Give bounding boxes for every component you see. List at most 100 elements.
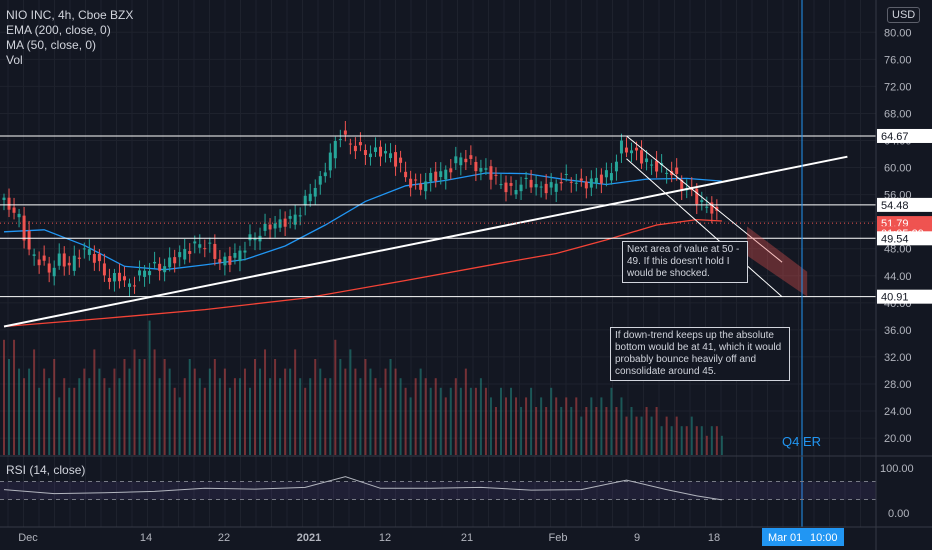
channel-lower-line <box>626 158 783 298</box>
volume-bar <box>213 359 216 455</box>
candle <box>57 243 61 270</box>
candle-body <box>504 182 508 193</box>
symbol-title[interactable]: NIO INC, 4h, Cboe BZX <box>6 8 134 22</box>
volume-bar <box>399 378 402 455</box>
ma-legend[interactable]: MA (50, close, 0) <box>6 38 97 52</box>
candle <box>499 173 503 189</box>
price-label-horizontal-line: 64.67 <box>877 128 932 143</box>
volume-bar <box>530 387 533 455</box>
candle-body <box>153 261 157 264</box>
candle-body <box>484 168 488 170</box>
candle-body <box>218 259 222 263</box>
channel-upper-line <box>626 135 783 263</box>
volume-bar <box>525 397 528 455</box>
ema-legend[interactable]: EMA (200, close, 0) <box>6 23 111 37</box>
volume-bar <box>499 387 502 455</box>
currency-button[interactable]: USD <box>887 7 921 23</box>
candle-body <box>645 158 649 163</box>
volume-bar <box>419 368 422 455</box>
volume-bar <box>590 397 593 455</box>
candle-body <box>384 151 388 154</box>
annotation-note-value[interactable]: Next area of value at 50 - 49. If this d… <box>622 241 748 283</box>
candle-body <box>549 182 553 188</box>
price-tick-label: 72.00 <box>884 81 912 93</box>
volume-bar <box>123 359 126 455</box>
candle <box>183 238 187 265</box>
candle <box>604 162 608 187</box>
volume-bar <box>63 378 66 455</box>
candle <box>333 136 337 169</box>
candle <box>188 243 192 263</box>
volume-bar <box>700 426 703 455</box>
volume-bar <box>454 378 457 455</box>
candle <box>539 181 543 198</box>
candle-body <box>524 177 528 179</box>
volume-bar <box>248 387 251 455</box>
candle <box>208 237 212 253</box>
price-tick-label: 68.00 <box>884 108 912 120</box>
candle <box>243 241 247 261</box>
candle <box>645 150 649 171</box>
candle <box>579 168 583 187</box>
volume-bar <box>133 349 136 455</box>
volume-bar <box>324 378 327 455</box>
volume-bar <box>168 368 171 455</box>
price-label-box <box>877 289 932 304</box>
rsi-tick-label: 100.00 <box>880 463 914 475</box>
volume-bar <box>575 397 578 455</box>
candle <box>168 247 172 272</box>
volume-bar <box>479 378 482 455</box>
candle-body <box>333 140 337 159</box>
candle-body <box>248 234 252 241</box>
volume-bar <box>193 368 196 455</box>
volume-bar <box>494 407 497 455</box>
volume-bar <box>615 407 618 455</box>
candle <box>384 143 388 163</box>
volume-bar <box>18 368 21 455</box>
candle <box>574 173 578 192</box>
candle <box>178 245 182 267</box>
volume-bar <box>203 387 206 455</box>
candle-body <box>459 157 463 166</box>
candle <box>710 196 714 224</box>
candle <box>143 264 147 287</box>
candle <box>343 120 347 142</box>
candle <box>379 140 382 167</box>
volume-bar <box>424 378 427 455</box>
price-label-text: 40.91 <box>881 292 909 304</box>
candle <box>238 245 242 272</box>
volume-bar <box>630 407 633 455</box>
ema-200-line <box>3 218 722 328</box>
annotation-note-bottom[interactable]: If down-trend keeps up the absolute bott… <box>610 327 790 381</box>
candle <box>665 168 669 184</box>
candle <box>594 167 598 189</box>
candle <box>218 250 222 271</box>
candle <box>469 145 473 165</box>
candle-body <box>454 156 458 164</box>
vol-legend[interactable]: Vol <box>6 53 23 67</box>
candle-body <box>479 168 483 172</box>
candle-body <box>604 170 608 178</box>
candle <box>303 189 307 216</box>
candle-body <box>589 178 593 188</box>
candle-body <box>7 197 11 210</box>
candle-body <box>599 174 603 184</box>
candle <box>253 232 257 251</box>
candle-body <box>122 276 126 281</box>
candle-body <box>233 252 237 258</box>
volume-bar <box>118 378 121 455</box>
candle <box>459 152 463 176</box>
volume-bar <box>434 378 437 455</box>
candle <box>368 145 372 166</box>
candle-body <box>107 277 111 282</box>
candle <box>348 138 352 155</box>
time-tick-label: 21 <box>461 532 473 544</box>
volume-bar <box>3 339 5 455</box>
rsi-legend[interactable]: RSI (14, close) <box>6 463 86 477</box>
candle <box>273 215 277 238</box>
candle-body <box>293 214 297 225</box>
price-label-horizontal-line: 40.91 <box>877 289 932 304</box>
volume-bar <box>103 378 106 455</box>
candle-body <box>675 167 679 174</box>
